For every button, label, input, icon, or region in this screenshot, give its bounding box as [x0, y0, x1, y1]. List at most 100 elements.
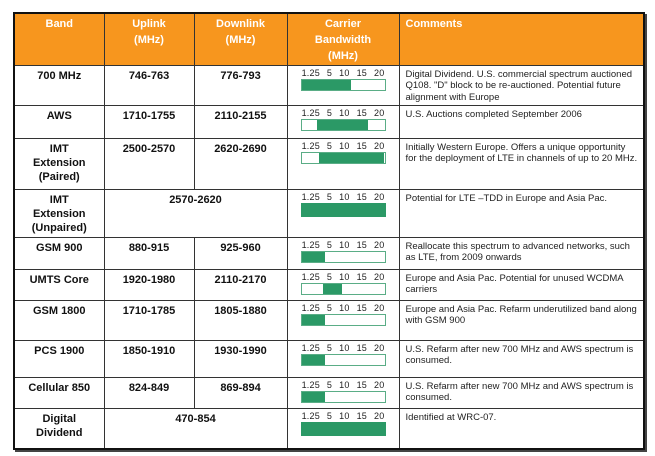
table-row: GSM 900 880-915 925-960 1.25 5 10 15 20 Reallo…: [13, 236, 645, 270]
band-cell: Digital Dividend: [13, 407, 105, 450]
header-carrier-bandwidth: Carrier Bandwidth (MHz): [286, 12, 400, 66]
bandwidth-scale: 1.25 5 10 15 20: [288, 141, 399, 151]
header-downlink-label: Downlink: [216, 18, 265, 30]
scale-tick: 15: [356, 140, 367, 151]
scale-tick: 5: [326, 191, 333, 202]
bandwidth-bar: [300, 78, 386, 91]
band-name: UMTS Core: [29, 273, 89, 286]
band-name: AWS: [46, 109, 72, 122]
band-cell: UMTS Core: [13, 268, 105, 301]
scale-tick: 10: [339, 379, 350, 390]
header-row: Band Uplink (MHz) Downlink (MHz) Carrier Ba…: [13, 12, 645, 66]
bandwidth-scale: 1.25 5 10 15 20: [288, 343, 399, 353]
comment-cell: U.S. Refarm after new 700 MHz and AWS sp…: [398, 339, 645, 378]
uplink-cell: 2500-2570: [103, 137, 195, 190]
scale-tick: 10: [339, 107, 350, 118]
bandwidth-scale: 1.25 5 10 15 20: [288, 68, 399, 78]
band-name: PCS 1900: [34, 344, 85, 357]
downlink-cell: 2620-2690: [193, 137, 288, 190]
carrier-bandwidth-cell: 1.25 5 10 15 20: [286, 299, 400, 341]
bandwidth-bar: [300, 353, 386, 366]
spectrum-bands-table: Band Uplink (MHz) Downlink (MHz) Carrier Ba…: [13, 12, 645, 450]
comment-cell: Identified at WRC-07.: [398, 407, 645, 450]
carrier-bandwidth-cell: 1.25 5 10 15 20: [286, 339, 400, 378]
scale-tick: 20: [373, 107, 385, 118]
band-name: GSM 900: [36, 241, 83, 254]
band-cell: GSM 1800: [13, 299, 105, 341]
scale-tick: 1.25: [301, 67, 320, 78]
table-row: PCS 1900 1850-1910 1930-1990 1.25 5 10 15 20 U…: [13, 339, 645, 378]
bandwidth-scale: 1.25 5 10 15 20: [288, 380, 399, 390]
scale-tick: 10: [339, 191, 350, 202]
bandwidth-scale: 1.25 5 10 15 20: [288, 240, 399, 250]
carrier-bandwidth-cell: 1.25 5 10 15 20: [286, 64, 400, 106]
table-row: IMT Extension (Paired) 2500-2570 2620-2690 1…: [13, 137, 645, 190]
band-cell: PCS 1900: [13, 339, 105, 378]
table-row: Cellular 850 824-849 869-894 1.25 5 10 15 20 U…: [13, 376, 645, 409]
scale-tick: 5: [326, 342, 333, 353]
scale-tick: 1.25: [301, 239, 320, 250]
downlink-cell: 1805-1880: [193, 299, 288, 341]
scale-tick: 5: [326, 379, 333, 390]
header-carrier-unit: (MHz): [328, 50, 358, 62]
header-carrier-label-1: Carrier: [324, 18, 362, 30]
scale-tick: 10: [339, 410, 350, 421]
downlink-cell: 2110-2170: [193, 268, 288, 301]
carrier-bandwidth-cell: 1.25 5 10 15 20: [286, 268, 400, 301]
table-row: IMT Extension (Unpaired) 2570-2620 1.25 5 10 1…: [13, 188, 645, 238]
bandwidth-bar: [300, 118, 386, 131]
scale-tick: 15: [356, 379, 367, 390]
scale-tick: 5: [326, 271, 333, 282]
header-comments-label: Comments: [405, 18, 463, 30]
bandwidth-bar-fill: [301, 391, 325, 402]
scale-tick: 1.25: [301, 107, 320, 118]
header-carrier-label-2: Bandwidth: [314, 34, 372, 46]
header-comments: Comments: [398, 12, 645, 66]
downlink-cell: 2110-2155: [193, 104, 288, 139]
band-name-line: (Paired): [38, 170, 80, 183]
scale-tick: 1.25: [301, 140, 320, 151]
carrier-bandwidth-cell: 1.25 5 10 15 20: [286, 137, 400, 190]
bandwidth-scale: 1.25 5 10 15 20: [288, 192, 399, 202]
band-name: Cellular 850: [28, 381, 91, 394]
scale-tick: 10: [339, 342, 350, 353]
band-name-line: Dividend: [36, 426, 83, 439]
bandwidth-bar-fill: [300, 421, 386, 436]
scale-tick: 15: [356, 67, 367, 78]
header-band-label: Band: [45, 18, 74, 30]
uplink-cell: 1850-1910: [103, 339, 195, 378]
comment-cell: Europe and Asia Pac. Refarm underutilize…: [398, 299, 645, 341]
band-cell: AWS: [13, 104, 105, 139]
downlink-cell: 869-894: [193, 376, 288, 409]
band-name-line: Extension: [32, 207, 86, 220]
scale-tick: 5: [326, 239, 333, 250]
scale-tick: 5: [326, 67, 333, 78]
scale-tick: 20: [373, 67, 385, 78]
scale-tick: 15: [356, 191, 367, 202]
comment-cell: U.S. Auctions completed September 2006: [398, 104, 645, 139]
comment-cell: Digital Dividend. U.S. commercial spectr…: [398, 64, 645, 106]
carrier-bandwidth-cell: 1.25 5 10 15 20: [286, 407, 400, 450]
scale-tick: 20: [373, 191, 385, 202]
uplink-cell: 1710-1785: [103, 299, 195, 341]
scale-tick: 15: [356, 107, 367, 118]
band-cell: IMT Extension (Unpaired): [13, 188, 105, 238]
scale-tick: 1.25: [301, 342, 320, 353]
header-band: Band: [13, 12, 105, 66]
scale-tick: 15: [356, 271, 367, 282]
bandwidth-bar-fill: [301, 354, 325, 365]
table-row: AWS 1710-1755 2110-2155 1.25 5 10 15 20 U.S. A…: [13, 104, 645, 139]
scale-tick: 20: [373, 302, 385, 313]
carrier-bandwidth-cell: 1.25 5 10 15 20: [286, 236, 400, 270]
header-downlink: Downlink (MHz): [193, 12, 288, 66]
scale-tick: 1.25: [301, 302, 320, 313]
bandwidth-bar: [300, 390, 386, 403]
scale-tick: 10: [339, 302, 350, 313]
bandwidth-scale: 1.25 5 10 15 20: [288, 411, 399, 421]
scale-tick: 1.25: [301, 410, 320, 421]
scale-tick: 5: [326, 302, 333, 313]
bandwidth-bar-fill: [301, 251, 325, 262]
band-cell: IMT Extension (Paired): [13, 137, 105, 190]
scale-tick: 5: [326, 107, 333, 118]
band-name-line: Extension: [32, 156, 86, 169]
